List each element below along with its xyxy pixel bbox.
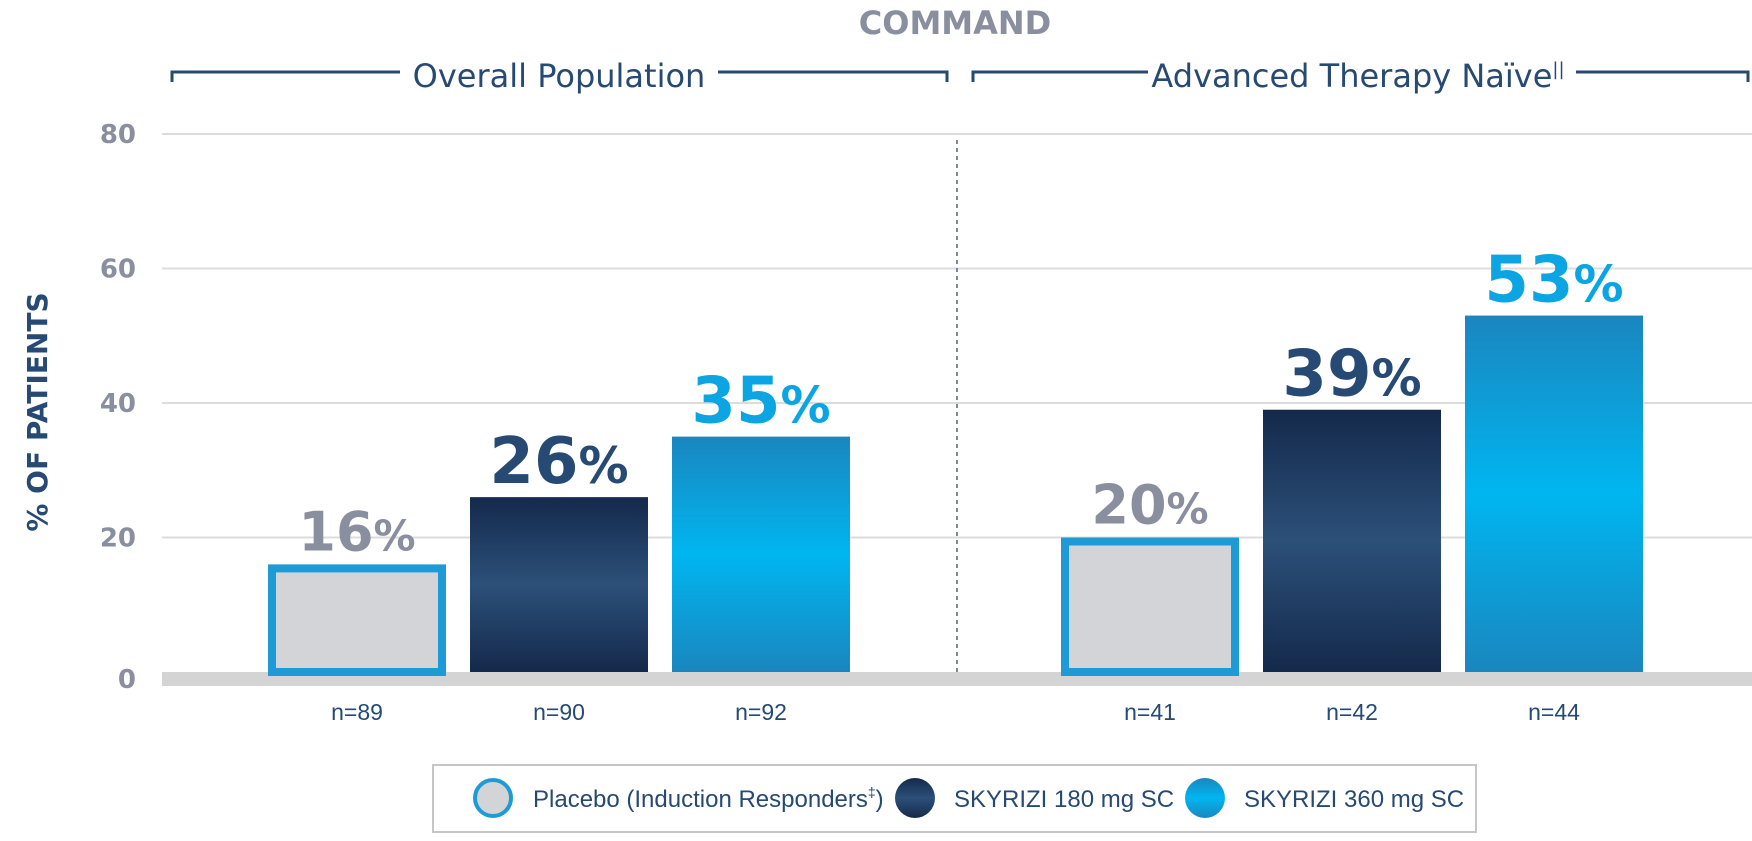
value-label: 53% [1484,244,1623,318]
bar-skyrizi-180 [470,497,648,672]
group-label-naive-text: Advanced Therapy Naïve [1151,57,1552,95]
y-axis-label: % OF PATIENTS [21,292,54,531]
bars [268,315,1643,677]
legend-label-placebo-suffix: ) [876,786,884,813]
bar-placebo [268,564,446,677]
value-label-percent: % [780,377,830,435]
y-tick-label: 40 [100,389,136,419]
group-label-naive-superscript: || [1552,59,1564,80]
x-axis-band [162,672,1752,686]
n-count-label: n=42 [1326,699,1378,725]
value-label: 39% [1282,338,1421,412]
n-count-labels: n=89 n=90 n=92 n=41 n=42 n=44 [331,699,1580,725]
value-label: 26% [489,425,628,499]
value-label-number: 16 [298,500,373,563]
chart-title: COMMAND [859,4,1051,42]
y-tick-label: 20 [100,524,136,554]
value-label-percent: % [578,437,628,495]
value-labels: 16%26%35%20%39%53% [298,244,1623,564]
legend-swatch-360 [1185,778,1225,818]
group-label-overall: Overall Population [413,57,706,95]
legend-swatch-180 [895,778,935,818]
legend-swatch-placebo [473,778,513,818]
legend-box [432,764,1477,833]
bar-placebo [1061,537,1239,676]
legend-label-placebo-text: Placebo (Induction Responders [533,786,868,813]
n-count-label: n=41 [1124,699,1176,725]
bar-skyrizi-360 [1465,315,1643,672]
value-label-number: 39 [1282,338,1371,412]
n-count-label: n=89 [331,699,383,725]
value-label-percent: % [374,511,416,560]
n-count-label: n=44 [1528,699,1580,725]
value-label-percent: % [1573,256,1623,314]
y-tick-label: 80 [100,120,136,150]
value-label-number: 20 [1091,474,1166,537]
value-label-percent: % [1167,485,1209,534]
bar-skyrizi-180 [1263,409,1441,672]
legend-label-180: SKYRIZI 180 mg SC [954,786,1174,813]
n-count-label: n=90 [533,699,585,725]
n-count-label: n=92 [735,699,787,725]
value-label: 35% [691,365,830,439]
value-label-percent: % [1371,350,1421,408]
legend: Placebo (Induction Responders‡) SKYRIZI … [432,764,1477,833]
value-label-number: 53 [1484,244,1573,318]
y-tick-labels: 0 20 40 60 80 [100,120,136,695]
value-label: 16% [298,500,415,563]
y-tick-label: 60 [100,255,136,285]
group-bracket-overall [170,70,949,82]
value-label-number: 35 [691,365,780,439]
group-label-naive: Advanced Therapy Naïve|| [1151,57,1564,95]
legend-label-placebo: Placebo (Induction Responders‡) [533,784,884,813]
legend-label-360: SKYRIZI 360 mg SC [1244,786,1464,813]
value-label: 20% [1091,474,1208,537]
y-tick-label: 0 [118,665,136,695]
legend-label-placebo-superscript: ‡ [868,784,876,800]
value-label-number: 26 [489,425,578,499]
bar-skyrizi-360 [672,436,850,672]
group-bracket-naive [971,70,1750,82]
